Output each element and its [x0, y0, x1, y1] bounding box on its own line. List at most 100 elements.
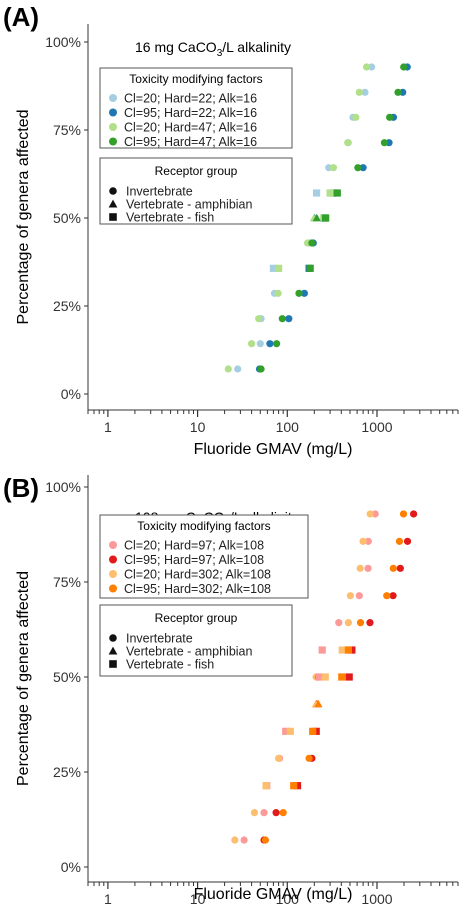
- data-point-circle: [389, 564, 397, 572]
- data-point-square: [326, 189, 334, 197]
- data-point-circle: [275, 754, 283, 762]
- data-point-circle: [371, 510, 379, 518]
- data-point-triangle: [314, 699, 323, 708]
- y-tick-label: 25%: [53, 764, 81, 780]
- legend-item-label: Cl=95; Hard=47; Alk=16: [124, 135, 257, 149]
- panel-a: (A) 0% 25% 50% 75% 100% 1 10 100 1000 Fluoride GMA…: [3, 2, 459, 458]
- data-point-circle: [410, 510, 418, 518]
- data-point-square: [269, 264, 278, 272]
- data-point-circle: [359, 164, 367, 172]
- data-point-circle: [364, 537, 372, 545]
- data-point-circle: [231, 836, 239, 844]
- data-point-circle: [285, 315, 293, 323]
- data-point-circle: [273, 340, 281, 348]
- data-point-circle: [346, 592, 354, 600]
- chart-title-post: /L alkalinity: [222, 39, 291, 55]
- data-point-square: [290, 782, 298, 790]
- data-point-circle: [308, 239, 316, 247]
- data-point-square: [344, 646, 353, 654]
- legend-box: [99, 157, 293, 225]
- data-point-circle: [394, 88, 402, 96]
- data-point-circle: [248, 340, 256, 348]
- legend-item-label: Cl=20; Hard=97; Alk=108: [124, 539, 264, 553]
- chart-title-pre: 16 mg CaCO: [135, 39, 217, 55]
- legend-box: [99, 514, 309, 599]
- chart-title-sub: 3: [217, 48, 223, 59]
- y-tick-label: 100%: [45, 34, 81, 50]
- legend-item-label: Cl=20; Hard=302; Alk=108: [124, 568, 271, 582]
- data-point-circle: [403, 537, 412, 545]
- x-tick-label: 1: [104, 891, 112, 905]
- legend-box: [99, 67, 293, 149]
- data-point-circle: [356, 564, 364, 572]
- data-point-circle: [356, 619, 365, 627]
- legend-item-label: Cl=20; Hard=47; Alk=16: [124, 121, 257, 135]
- data-point-circle: [366, 510, 374, 518]
- data-point-circle: [386, 113, 394, 121]
- data-point-triangle: [312, 213, 321, 222]
- data-point-circle: [396, 564, 404, 572]
- data-point-circle: [399, 510, 408, 518]
- y-tick-label: 0%: [61, 859, 81, 875]
- data-point-circle: [305, 754, 313, 762]
- data-point-circle: [380, 139, 389, 147]
- legend-title: Toxicity modifying factors: [129, 72, 262, 86]
- data-point-circle: [261, 836, 269, 844]
- legend-item-label: Vertebrate - amphibian: [126, 645, 253, 659]
- legend-shape: [108, 199, 118, 208]
- legend-item-label: Cl=20; Hard=22; Alk=16: [124, 92, 257, 106]
- data-point-circle: [362, 63, 371, 71]
- data-point-square: [306, 264, 314, 272]
- panel-label: (A): [3, 2, 39, 32]
- data-point-circle: [234, 365, 242, 373]
- data-point-square: [275, 264, 283, 272]
- legend-shape: [108, 646, 118, 655]
- data-point-circle: [295, 289, 303, 297]
- y-tick-label: 50%: [53, 210, 81, 226]
- data-point-circle: [256, 340, 264, 348]
- data-point-circle: [389, 592, 397, 600]
- data-point-circle: [335, 619, 343, 627]
- legend-shape: [109, 660, 117, 668]
- data-point-square: [293, 782, 302, 790]
- data-point-circle: [260, 809, 268, 817]
- legend-swatch: [109, 137, 117, 146]
- x-axis-title: Fluoride GMAV (mg/L): [194, 886, 353, 903]
- legend-shape: [109, 187, 117, 195]
- data-point-square: [338, 673, 346, 681]
- data-point-circle: [400, 63, 408, 71]
- data-point-circle: [257, 365, 265, 373]
- y-tick-label: 75%: [53, 574, 81, 590]
- y-tick-label: 75%: [53, 122, 81, 138]
- x-tick-label: 1000: [361, 891, 392, 905]
- data-point-circle: [368, 63, 376, 71]
- y-axis-title: Percentage of genera affected: [15, 110, 32, 325]
- legend-title: Receptor group: [155, 164, 238, 178]
- data-point-square: [286, 727, 294, 735]
- data-points: [224, 63, 411, 373]
- panel-label: (B): [3, 473, 39, 503]
- panel-b: (B) 0% 25% 50% 75% 100% 1 10 100 1000 Fluoride GMA…: [3, 473, 459, 907]
- data-point-circle: [300, 289, 308, 297]
- legend-item-label: Cl=95; Hard=97; Alk=108: [124, 553, 264, 567]
- legend-swatch: [109, 541, 117, 549]
- data-point-circle: [352, 113, 360, 121]
- data-point-circle: [395, 537, 404, 545]
- data-point-circle: [354, 164, 362, 172]
- x-tick-label: 10: [190, 891, 206, 905]
- legend-swatch: [109, 570, 117, 578]
- data-point-square: [318, 646, 326, 654]
- legend-toxicity-factors: Toxicity modifying factors Cl=20; Hard=97…: [99, 514, 309, 599]
- legend-item-label: Cl=95; Hard=302; Alk=108: [124, 582, 271, 596]
- data-point-circle: [224, 365, 232, 373]
- y-tick-label: 100%: [45, 479, 81, 495]
- x-tick-label: 1: [104, 419, 112, 435]
- data-point-circle: [240, 836, 248, 844]
- data-point-square: [262, 782, 270, 790]
- data-point-square: [333, 189, 341, 197]
- y-tick-label: 50%: [53, 669, 81, 685]
- legend-swatch: [109, 584, 117, 593]
- x-axis-title: Fluoride GMAV (mg/L): [194, 441, 353, 458]
